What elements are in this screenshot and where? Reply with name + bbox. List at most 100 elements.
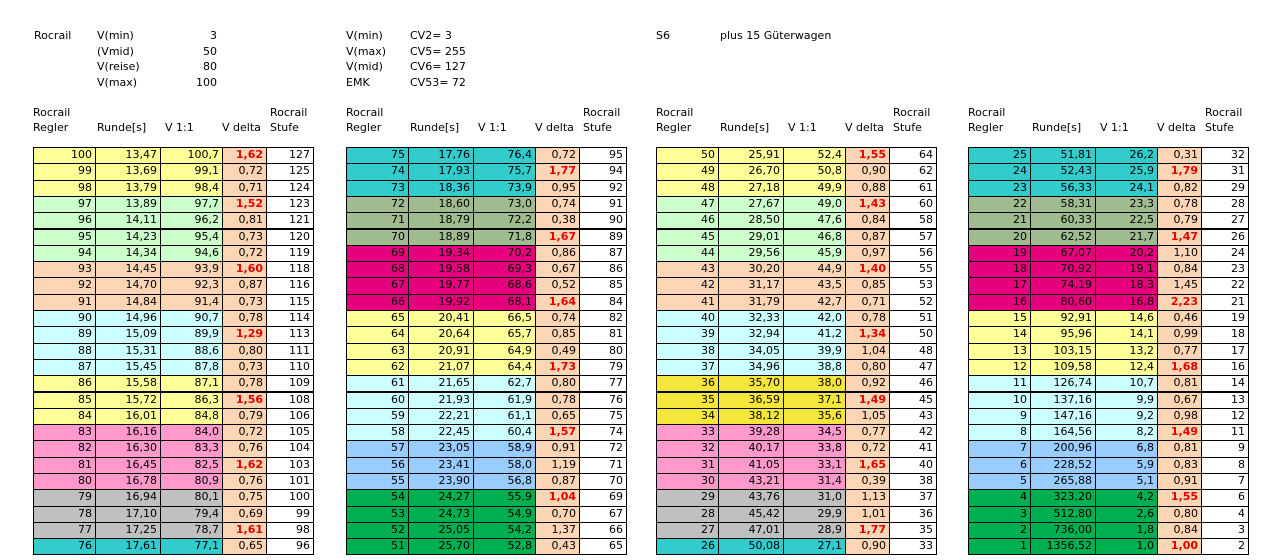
table-cell: 121 [266, 212, 314, 230]
table-cell: 7 [1201, 473, 1249, 491]
table-cell: 1,29 [222, 326, 267, 344]
table-cell: 265,88 [1030, 473, 1096, 491]
table-cell: 0,72 [845, 440, 890, 458]
table-cell: 31 [656, 456, 719, 474]
table-cell: 75 [346, 147, 409, 165]
table-cell: 33 [889, 538, 937, 556]
table-cell: 84,8 [160, 407, 223, 426]
table-cell: 61 [346, 375, 409, 393]
table-cell: 24 [1201, 244, 1249, 263]
table-cell: 58,9 [473, 440, 536, 458]
table-cell: 2 [968, 521, 1031, 540]
table-cell: 41 [889, 440, 937, 458]
table-cell: 512,80 [1030, 505, 1096, 523]
table-cell: 24,27 [408, 489, 474, 507]
table-cell: 0,84 [1157, 521, 1202, 540]
table-cell: 77 [33, 521, 96, 540]
column-header: Runde[s] [410, 121, 460, 134]
table-cell: 80,9 [160, 473, 223, 491]
table-cell: 79,4 [160, 505, 223, 523]
table-cell: 62 [346, 358, 409, 377]
table-cell: 69,3 [473, 261, 536, 279]
table-cell: 43 [889, 407, 937, 426]
table-cell: 0,43 [535, 538, 580, 556]
table-cell: 1,61 [222, 521, 267, 540]
table-cell: 45 [889, 391, 937, 409]
table-cell: 28 [656, 505, 719, 523]
table-cell: 120 [266, 228, 314, 246]
table-cell: 0,69 [222, 505, 267, 523]
table-cell: 42 [656, 277, 719, 295]
table-cell: 2,23 [1157, 293, 1202, 311]
table-cell: 736,00 [1030, 521, 1096, 540]
info-value: 100 [196, 75, 217, 89]
table-cell: 51 [346, 538, 409, 556]
table-cell: 1,0 [1095, 538, 1158, 556]
table-cell: 76 [33, 538, 96, 556]
table-cell: 13,69 [95, 163, 161, 181]
table-cell: 76,4 [473, 147, 536, 165]
table-cell: 20,41 [408, 310, 474, 328]
info-value: CV2= 3 [410, 29, 452, 42]
table-cell: 86 [33, 375, 96, 393]
column-header: V 1:1 [1100, 121, 1129, 134]
table-cell: 0,92 [845, 375, 890, 393]
table-cell: 25 [968, 147, 1031, 165]
table-cell: 1,05 [845, 407, 890, 426]
table-cell: 95,4 [160, 228, 223, 246]
table-cell: 27 [656, 521, 719, 540]
table-cell: 34,5 [783, 424, 846, 442]
table-cell: 123 [266, 195, 314, 214]
table-cell: 137,16 [1030, 391, 1096, 409]
table-cell: 61,9 [473, 391, 536, 409]
table-cell: 67 [346, 277, 409, 295]
table-cell: 88,6 [160, 342, 223, 360]
table-cell: 87,1 [160, 375, 223, 393]
table-cell: 1,64 [535, 293, 580, 311]
table-cell: 40,17 [718, 440, 784, 458]
info-value: CV53= 72 [410, 75, 466, 89]
table-cell: 14,96 [95, 310, 161, 328]
table-cell: 0,87 [222, 277, 267, 295]
table-cell: 24,1 [1095, 179, 1158, 197]
table-cell: 49 [656, 163, 719, 181]
table-cell: 54 [346, 489, 409, 507]
table-cell: 90 [579, 212, 627, 230]
table-cell: 108 [266, 391, 314, 409]
table-cell: 109,58 [1030, 358, 1096, 377]
table-cell: 0,49 [535, 342, 580, 360]
table-cell: 106 [266, 407, 314, 426]
column-header: Rocrail Regler [346, 106, 384, 134]
table-cell: 92 [579, 179, 627, 197]
table-cell: 1,77 [845, 521, 890, 540]
table-cell: 26 [1201, 228, 1249, 246]
table-cell: 17,10 [95, 505, 161, 523]
table-cell: 0,95 [535, 179, 580, 197]
table-cell: 41 [656, 293, 719, 311]
table-cell: 87 [33, 358, 96, 377]
table-cell: 0,79 [222, 407, 267, 426]
table-cell: 0,78 [222, 375, 267, 393]
table-cell: 95,96 [1030, 326, 1096, 344]
table-cell: 32 [1201, 147, 1249, 165]
table-cell: 22,45 [408, 424, 474, 442]
table-cell: 23 [1201, 261, 1249, 279]
table-cell: 82,5 [160, 456, 223, 474]
table-cell: 20,91 [408, 342, 474, 360]
table-cell: 1,49 [845, 391, 890, 409]
table-cell: 99,1 [160, 163, 223, 181]
table-cell: 64,9 [473, 342, 536, 360]
table-cell: 1,04 [535, 489, 580, 507]
table-cell: 39,28 [718, 424, 784, 442]
table-cell: 95 [33, 228, 96, 246]
table-cell: 94,6 [160, 244, 223, 263]
table-cell: 67 [579, 505, 627, 523]
table-cell: 0,90 [845, 163, 890, 181]
table-cell: 79 [33, 489, 96, 507]
table-cell: 46 [889, 375, 937, 393]
table-cell: 118 [266, 261, 314, 279]
table-cell: 72 [579, 440, 627, 458]
table-cell: 38 [889, 473, 937, 491]
column-header: V delta [845, 121, 884, 134]
table-cell: 48 [656, 179, 719, 197]
